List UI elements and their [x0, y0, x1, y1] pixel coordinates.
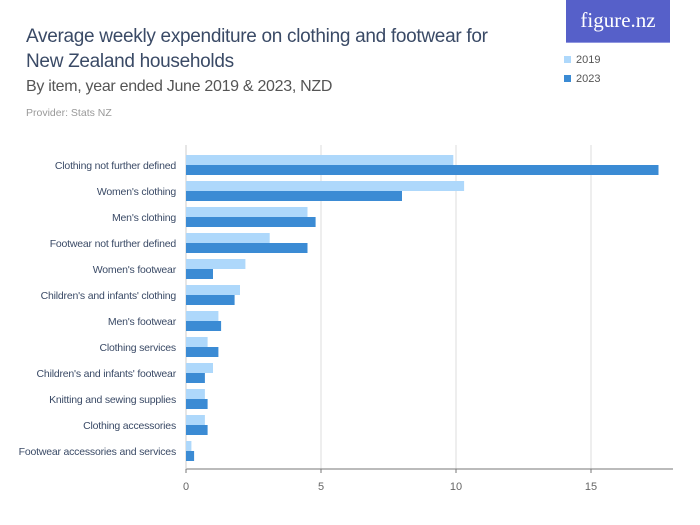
bar-2019 — [186, 337, 208, 347]
bar-2023 — [186, 321, 222, 331]
bar-2023 — [186, 451, 195, 461]
x-tick-label: 5 — [318, 481, 324, 493]
legend-label: 2019 — [576, 53, 601, 66]
bar-2023 — [186, 425, 208, 435]
bar-2019 — [186, 233, 270, 243]
bar-2019 — [186, 389, 205, 399]
bar-2023 — [186, 295, 235, 305]
category-label: Clothing accessories — [83, 420, 176, 432]
category-label: Men's footwear — [108, 316, 177, 328]
bar-2019 — [186, 259, 246, 269]
bar-2023 — [186, 191, 402, 201]
bar-2023 — [186, 243, 308, 253]
category-label: Women's footwear — [93, 264, 177, 276]
legend-item-2023: 2023 — [564, 69, 600, 88]
category-label: Knitting and sewing supplies — [49, 394, 176, 406]
category-label: Men's clothing — [112, 212, 176, 224]
bar-2019 — [186, 363, 213, 373]
category-label: Women's clothing — [97, 186, 177, 198]
bar-2019 — [186, 285, 240, 295]
chart-title: Average weekly expenditure on clothing a… — [26, 26, 488, 72]
category-label: Footwear not further defined — [50, 238, 177, 250]
figure-nz-logo[interactable]: figure.nz — [566, 0, 670, 43]
bar-2019 — [186, 181, 465, 191]
x-tick-label: 0 — [183, 481, 189, 493]
bar-2023 — [186, 399, 208, 409]
bar-2019 — [186, 155, 454, 165]
bar-2023 — [186, 165, 659, 175]
bar-2023 — [186, 373, 205, 383]
bar-2023 — [186, 269, 213, 279]
chart-subtitle: By item, year ended June 2019 & 2023, NZ… — [26, 78, 333, 95]
legend-label: 2023 — [576, 72, 601, 85]
bar-2019 — [186, 311, 219, 321]
legend-item-2019: 2019 — [564, 50, 600, 69]
bar-2019 — [186, 441, 192, 451]
bar-2023 — [186, 217, 316, 227]
x-tick-label: 10 — [450, 481, 462, 493]
provider-label: Provider: Stats NZ — [26, 107, 112, 119]
category-label: Footwear accessories and services — [19, 446, 176, 458]
legend-swatch — [564, 56, 571, 63]
category-label: Children's and infants' footwear — [37, 368, 177, 380]
bar-2023 — [186, 347, 219, 357]
category-label: Children's and infants' clothing — [41, 290, 177, 302]
legend-swatch — [564, 75, 571, 82]
x-tick-label: 15 — [585, 481, 597, 493]
bar-2019 — [186, 415, 205, 425]
legend: 2019 2023 — [564, 50, 600, 88]
bar-2019 — [186, 207, 308, 217]
category-label: Clothing services — [99, 342, 176, 354]
category-label: Clothing not further defined — [55, 160, 176, 172]
